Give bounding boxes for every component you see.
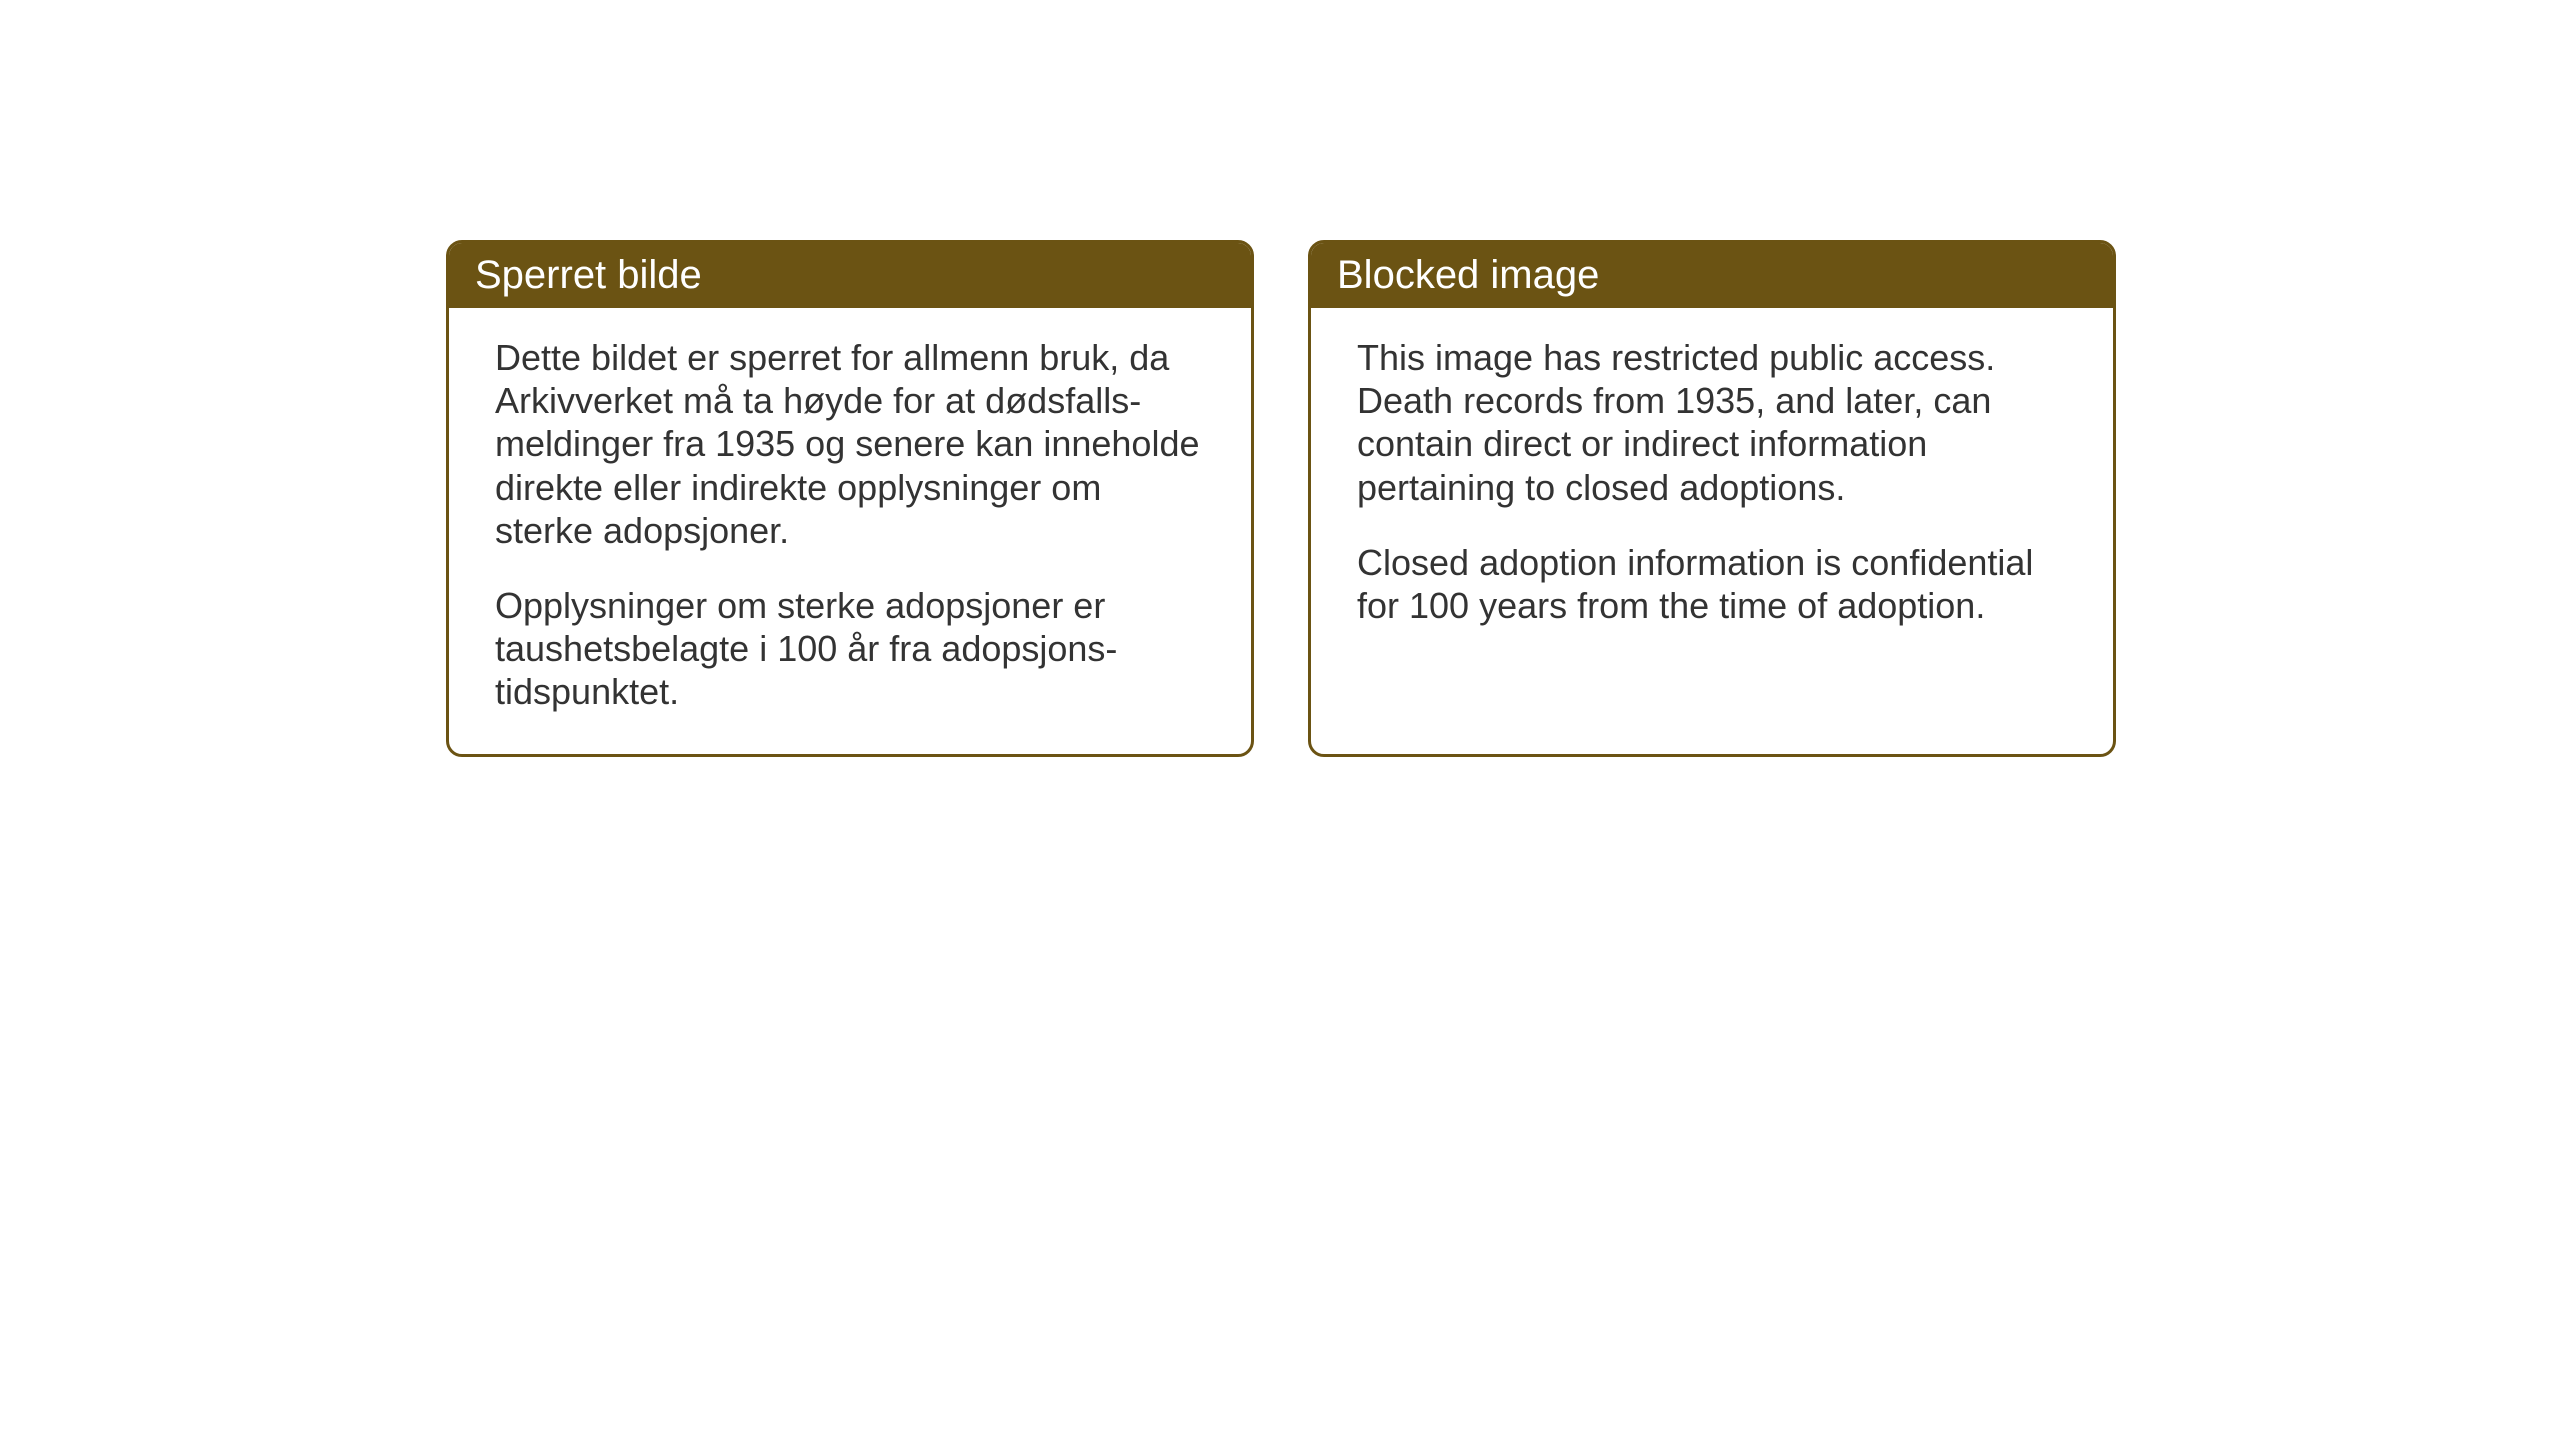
norwegian-card-title: Sperret bilde [449, 243, 1251, 308]
english-notice-card: Blocked image This image has restricted … [1308, 240, 2116, 757]
english-paragraph-1: This image has restricted public access.… [1357, 336, 2067, 509]
norwegian-card-body: Dette bildet er sperret for allmenn bruk… [449, 308, 1251, 754]
english-paragraph-2: Closed adoption information is confident… [1357, 541, 2067, 627]
norwegian-notice-card: Sperret bilde Dette bildet er sperret fo… [446, 240, 1254, 757]
norwegian-paragraph-1: Dette bildet er sperret for allmenn bruk… [495, 336, 1205, 552]
english-card-title: Blocked image [1311, 243, 2113, 308]
notice-container: Sperret bilde Dette bildet er sperret fo… [446, 240, 2116, 757]
norwegian-paragraph-2: Opplysninger om sterke adopsjoner er tau… [495, 584, 1205, 714]
english-card-body: This image has restricted public access.… [1311, 308, 2113, 728]
